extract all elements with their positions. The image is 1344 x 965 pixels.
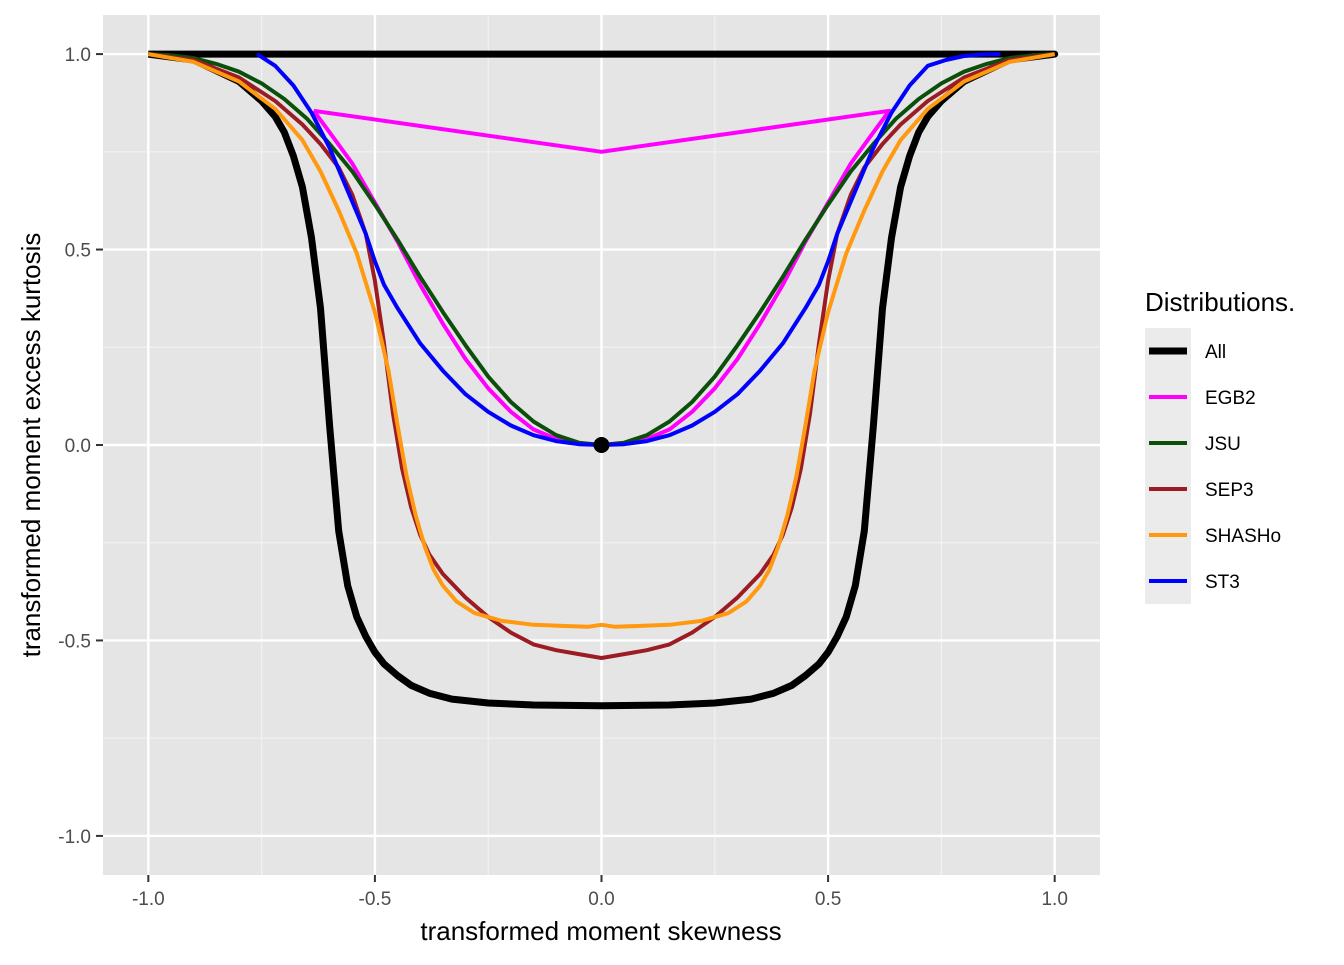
y-tick-label: 1.0 <box>65 45 91 66</box>
y-tick-label: 0.0 <box>65 436 91 457</box>
y-axis: -1.0 -0.5 0.0 0.5 1.0 <box>58 45 103 848</box>
series-line-st3 <box>256 52 1001 447</box>
y-axis-title: transformed moment excess kurtosis <box>16 233 46 658</box>
series-line-shasho <box>147 52 1056 629</box>
data-point <box>593 437 610 453</box>
legend-label-sep3: SEP3 <box>1205 480 1254 501</box>
x-tick-label: 0.5 <box>815 889 841 910</box>
series-line-all <box>147 50 1059 710</box>
y-tick-label: -1.0 <box>58 827 91 848</box>
y-tick-label: 0.5 <box>65 241 91 262</box>
legend-label-all: All <box>1205 342 1226 363</box>
y-tick-label: -0.5 <box>58 631 91 652</box>
x-tick-label: -0.5 <box>359 889 392 910</box>
legend-label-egb2: EGB2 <box>1205 388 1256 409</box>
x-axis-title: transformed moment skewness <box>420 916 781 946</box>
x-tick-label: -1.0 <box>132 889 165 910</box>
legend-title: Distributions. <box>1145 287 1295 317</box>
legend: Distributions. All EGB2 JSU SEP3 SHASHo ST3 <box>1145 287 1295 604</box>
x-tick-label: 0.0 <box>588 889 614 910</box>
legend-label-shasho: SHASHo <box>1205 526 1281 547</box>
legend-label-st3: ST3 <box>1205 572 1240 593</box>
legend-label-jsu: JSU <box>1205 434 1241 455</box>
series-layer <box>147 50 1059 710</box>
legend-key-background <box>1145 328 1191 604</box>
points-layer <box>593 437 610 453</box>
x-axis: -1.0 -0.5 0.0 0.5 1.0 <box>132 875 1068 910</box>
x-tick-label: 1.0 <box>1041 889 1067 910</box>
